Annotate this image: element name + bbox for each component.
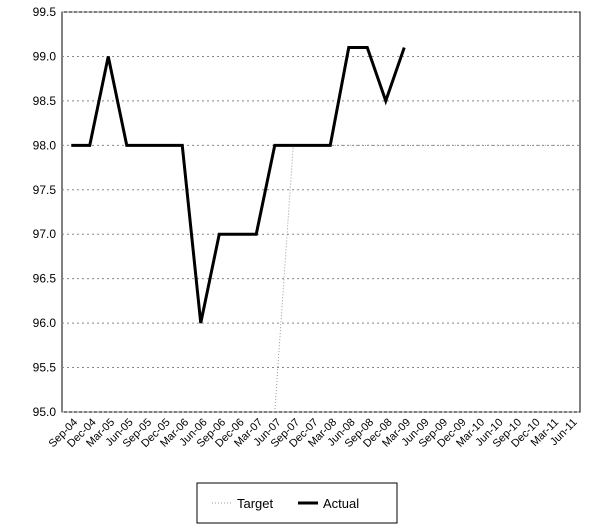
plot-frame — [61, 11, 581, 413]
y-tick-label: 99.5 — [33, 5, 57, 19]
y-tick-label: 99.0 — [33, 49, 57, 63]
y-tick-label: 96.5 — [33, 272, 57, 286]
y-tick-label: 98.5 — [33, 94, 57, 108]
y-tick-label: 97.5 — [33, 183, 57, 197]
legend-label: Actual — [323, 496, 359, 511]
y-tick-label: 98.0 — [33, 138, 57, 152]
series-line — [274, 144, 571, 413]
y-tick-label: 97.0 — [33, 227, 57, 241]
y-tick-label: 95.0 — [33, 405, 57, 419]
y-tick-label: 95.5 — [33, 361, 57, 375]
series-line — [71, 46, 406, 324]
y-tick-label: 96.0 — [33, 316, 57, 330]
legend-label: Target — [237, 496, 274, 511]
